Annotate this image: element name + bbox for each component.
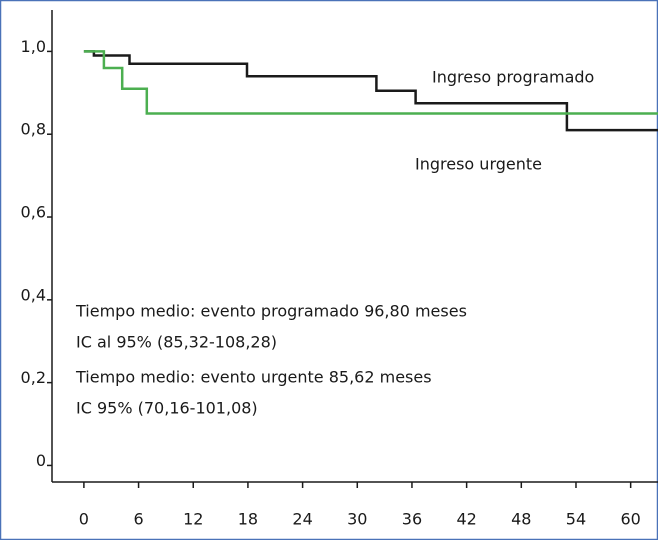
- y-tick-label: 0,8: [21, 120, 46, 139]
- x-tick-label: 36: [402, 510, 422, 529]
- x-tick-label: 0: [79, 510, 89, 529]
- series-label: Ingreso urgente: [415, 155, 542, 174]
- annotation: IC al 95% (85,32-108,28): [76, 333, 277, 352]
- x-tick-label: 12: [183, 510, 203, 529]
- x-tick-label: 24: [292, 510, 312, 529]
- x-tick-label: 54: [566, 510, 586, 529]
- km-curve: [83, 50, 658, 115]
- series-label: Ingreso programado: [432, 68, 594, 87]
- annotation: Tiempo medio: evento urgente 85,62 meses: [75, 368, 432, 387]
- y-tick-label: 1,0: [21, 37, 46, 56]
- km-curve: [83, 50, 658, 132]
- x-tick-label: 30: [347, 510, 367, 529]
- x-tick-label: 18: [238, 510, 258, 529]
- annotation: Tiempo medio: evento programado 96,80 me…: [75, 302, 467, 321]
- annotation: IC 95% (70,16-101,08): [76, 399, 258, 418]
- x-tick-label: 42: [456, 510, 476, 529]
- x-tick-label: 48: [511, 510, 531, 529]
- x-tick-label: 60: [620, 510, 640, 529]
- x-tick-label: 6: [133, 510, 143, 529]
- y-tick-label: 0,2: [21, 368, 46, 387]
- y-tick-label: 0,6: [21, 203, 46, 222]
- y-tick-label: 0,4: [21, 285, 46, 304]
- y-tick-label: 0: [36, 451, 46, 470]
